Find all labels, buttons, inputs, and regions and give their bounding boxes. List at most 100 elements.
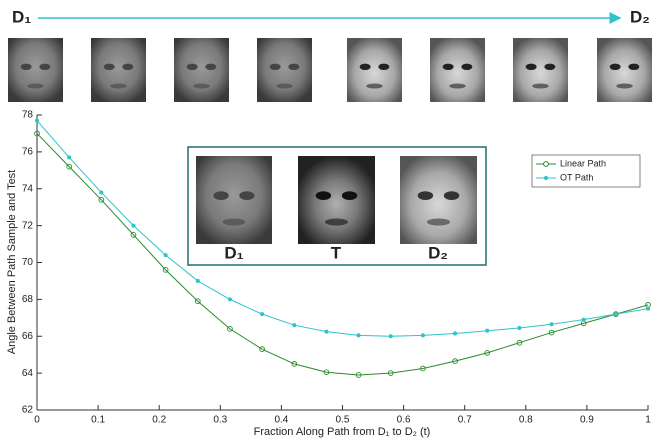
data-point xyxy=(227,297,233,302)
face-eye xyxy=(628,63,640,70)
face-mouth xyxy=(532,83,549,89)
face-strip xyxy=(8,38,652,102)
face-image xyxy=(257,38,312,102)
face-eye xyxy=(20,63,32,70)
face-image xyxy=(174,38,229,102)
data-point xyxy=(67,155,72,160)
x-tick-label: 0.2 xyxy=(152,415,166,426)
face-mouth xyxy=(193,83,210,89)
face-eye xyxy=(269,63,281,70)
face-mouth xyxy=(222,218,246,226)
face-mouth xyxy=(27,83,44,89)
data-point xyxy=(484,349,491,356)
data-point xyxy=(260,312,265,317)
face-eye xyxy=(378,63,390,70)
face-mouth xyxy=(324,218,349,226)
x-tick-label: 0.6 xyxy=(397,415,411,426)
face-mouth xyxy=(616,83,633,89)
legend-marker xyxy=(543,175,549,181)
face-image xyxy=(91,38,146,102)
x-tick-label: 1 xyxy=(645,415,651,426)
face-eye xyxy=(186,63,198,70)
face-eye xyxy=(417,191,434,201)
data-point xyxy=(291,361,298,367)
x-tick-label: 0 xyxy=(34,415,40,426)
data-point xyxy=(227,326,233,332)
data-point xyxy=(645,306,651,311)
face-eye xyxy=(103,63,115,70)
y-tick-label: 78 xyxy=(22,110,34,121)
x-tick-label: 0.4 xyxy=(274,415,288,426)
y-tick-label: 62 xyxy=(22,405,34,416)
data-point xyxy=(195,278,200,283)
y-tick-label: 72 xyxy=(22,220,34,231)
y-tick-label: 70 xyxy=(22,257,34,268)
face-eye xyxy=(359,63,371,70)
x-tick-label: 0.7 xyxy=(458,415,472,426)
data-point xyxy=(517,325,522,331)
legend-marker xyxy=(543,161,549,167)
face-eye xyxy=(213,191,229,201)
face-eye xyxy=(39,63,51,70)
data-point xyxy=(98,196,105,203)
data-point xyxy=(549,322,554,327)
face-image xyxy=(196,156,272,244)
data-point xyxy=(420,365,426,372)
face-eye xyxy=(609,63,621,70)
data-point xyxy=(259,346,265,353)
data-point xyxy=(130,231,137,238)
path-start-label: D₁ xyxy=(12,7,31,26)
data-point xyxy=(34,130,40,137)
data-point xyxy=(613,312,618,317)
face-eye xyxy=(544,63,556,70)
inset-label: D₁ xyxy=(224,243,243,262)
x-tick-label: 0.1 xyxy=(91,415,105,426)
legend-label: Linear Path xyxy=(560,158,606,168)
x-axis-label: Fraction Along Path from D₁ to D₂ (t) xyxy=(254,426,431,438)
face-mouth xyxy=(110,83,127,89)
data-point xyxy=(356,333,361,338)
data-point xyxy=(452,331,458,336)
data-point xyxy=(485,328,490,333)
data-point xyxy=(194,298,201,305)
y-tick-label: 64 xyxy=(22,368,34,379)
x-tick-label: 0.8 xyxy=(519,415,533,426)
data-point xyxy=(420,333,425,338)
inset-faces xyxy=(196,156,477,244)
data-point xyxy=(548,329,555,336)
data-point xyxy=(581,317,586,322)
face-image xyxy=(513,38,568,102)
face-eye xyxy=(288,63,300,70)
face-eye xyxy=(461,63,473,70)
face-image xyxy=(298,156,375,244)
data-point xyxy=(99,190,104,195)
x-tick-label: 0.9 xyxy=(580,415,594,426)
path-end-label: D₂ xyxy=(630,7,650,26)
face-eye xyxy=(315,191,332,201)
face-mouth xyxy=(276,83,293,89)
data-point xyxy=(388,334,393,339)
face-image xyxy=(8,38,63,102)
face-eye xyxy=(239,191,255,201)
face-mouth xyxy=(366,83,383,89)
series-line xyxy=(36,120,649,337)
data-point xyxy=(292,323,297,328)
x-tick-label: 0.3 xyxy=(213,415,227,426)
y-tick-label: 74 xyxy=(22,183,34,194)
face-eye xyxy=(341,191,358,201)
face-mouth xyxy=(426,218,451,226)
data-point xyxy=(324,329,329,334)
face-image xyxy=(430,38,485,102)
face-eye xyxy=(443,191,460,201)
legend-box xyxy=(531,154,641,188)
data-point xyxy=(162,267,169,273)
face-image xyxy=(400,156,477,244)
face-image xyxy=(597,38,652,102)
data-point xyxy=(452,358,458,364)
data-point xyxy=(131,223,136,228)
data-point xyxy=(66,163,72,170)
face-mouth xyxy=(449,83,466,89)
face-eye xyxy=(205,63,217,70)
data-point xyxy=(387,370,394,376)
